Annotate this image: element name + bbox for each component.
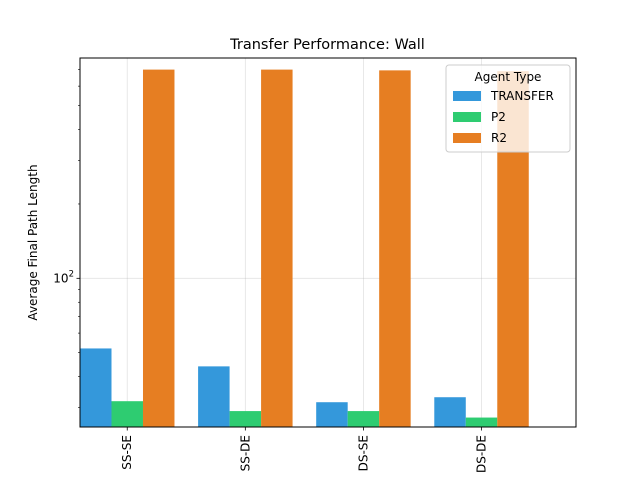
bar-r2-ss-se (142, 69, 175, 427)
x-tick-label: DS-SE (356, 435, 370, 471)
x-tick-label: DS-DE (475, 435, 489, 473)
bar-p2-ds-se (347, 411, 380, 427)
legend-title: Agent Type (475, 70, 542, 84)
legend-label-r2: R2 (491, 131, 507, 145)
bars-layer (80, 69, 529, 427)
bar-transfer-ds-se (316, 402, 348, 427)
legend-box (445, 64, 571, 153)
axis-layer: SS-SE SS-DE DS-SE DS-DE 102 (53, 69, 489, 473)
legend-swatch-p2 (453, 112, 481, 122)
bar-r2-ds-se (379, 70, 411, 427)
legend-label-transfer: TRANSFER (490, 89, 554, 103)
x-tick-label: SS-DE (238, 435, 252, 471)
bar-transfer-ss-se (80, 348, 112, 427)
plot-frame (79, 57, 577, 428)
bar-transfer-ss-de (198, 366, 230, 427)
bar-p2-ss-se (111, 401, 143, 427)
legend-items: TRANSFER P2 R2 (453, 89, 554, 145)
bar-p2-ds-de (465, 417, 498, 427)
legend-swatch-transfer (453, 91, 481, 101)
x-tick-label: SS-SE (120, 435, 134, 470)
y-tick-label: 102 (53, 269, 74, 285)
y-axis-label: Average Final Path Length (26, 164, 40, 320)
legend: Agent Type TRANSFER P2 R2 (445, 64, 571, 153)
legend-swatch-r2 (453, 133, 481, 143)
legend-label-p2: P2 (491, 110, 506, 124)
chart-title: Transfer Performance: Wall (229, 37, 425, 53)
bar-p2-ss-de (229, 411, 262, 427)
bar-r2-ss-de (261, 69, 293, 427)
bar-transfer-ds-de (434, 397, 466, 427)
